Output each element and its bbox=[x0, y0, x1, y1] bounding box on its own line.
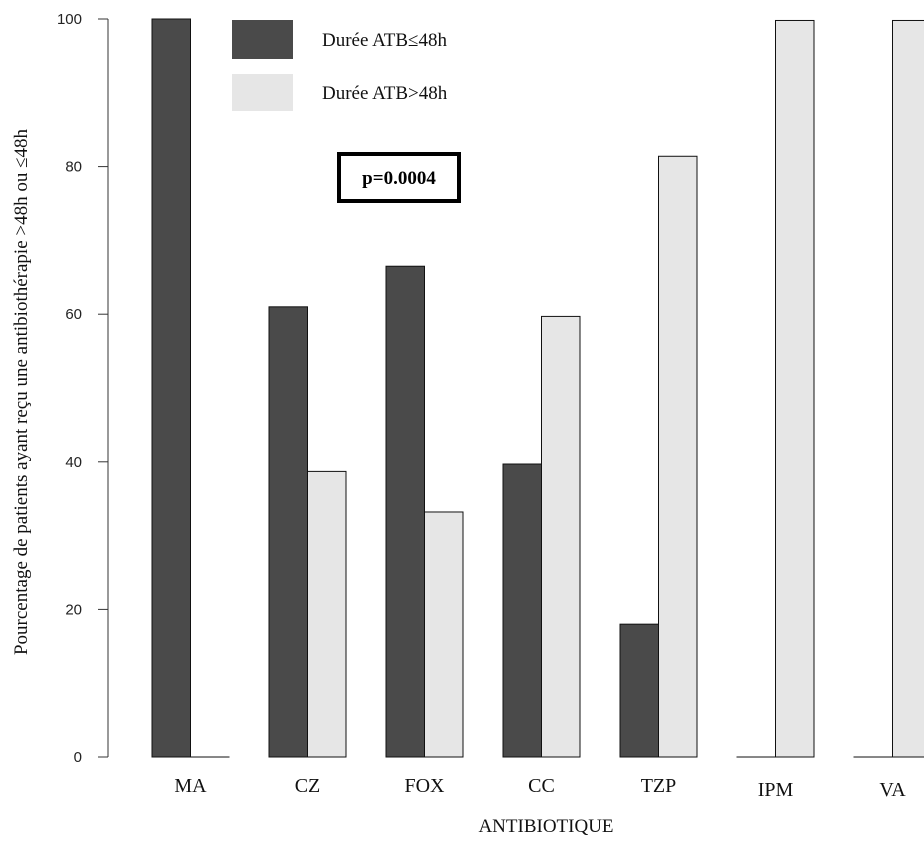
y-axis-title: Pourcentage de patients ayant reçu une a… bbox=[11, 128, 32, 655]
y-axis: 0 20 40 60 80 100 bbox=[57, 11, 109, 766]
legend-swatch-long bbox=[232, 74, 293, 111]
bar-fox-series-2 bbox=[424, 511, 464, 758]
y-tick-label: 60 bbox=[65, 306, 82, 323]
y-tick-label: 80 bbox=[65, 159, 82, 176]
bars bbox=[151, 18, 924, 758]
bar-tzp-series-1 bbox=[619, 623, 659, 758]
bar-fox-series-1 bbox=[385, 265, 425, 758]
p-value-box bbox=[337, 152, 461, 203]
legend-swatch-short bbox=[232, 20, 293, 59]
y-tick-label: 40 bbox=[65, 454, 82, 471]
bar-tzp-series-2 bbox=[658, 155, 698, 758]
y-tick-label: 0 bbox=[74, 749, 82, 766]
x-tick-label-ipm: IPM bbox=[758, 779, 794, 801]
bar-ma-series-1 bbox=[151, 18, 191, 758]
bar-cz-series-2 bbox=[307, 470, 347, 758]
x-axis-title: ANTIBIOTIQUE bbox=[478, 816, 613, 837]
x-tick-labels: MA CZ FOX CC TZP IPM VA bbox=[174, 775, 906, 801]
legend-label-long: Durée ATB>48h bbox=[322, 83, 448, 104]
x-tick-label-fox: FOX bbox=[404, 775, 445, 797]
bar-va-series-2 bbox=[892, 19, 924, 758]
x-tick-label-va: VA bbox=[879, 779, 906, 801]
bar-cc-series-1 bbox=[502, 463, 542, 758]
legend-label-short: Durée ATB≤48h bbox=[322, 30, 447, 51]
y-tick-label: 20 bbox=[65, 601, 82, 618]
y-tick-label: 100 bbox=[57, 11, 82, 28]
x-tick-label-cc: CC bbox=[528, 775, 555, 797]
p-value-text: p=0.0004 bbox=[362, 168, 436, 189]
bar-ipm-series-2 bbox=[775, 19, 815, 758]
p-value-annotation: p=0.0004 bbox=[337, 152, 461, 203]
legend: Durée ATB≤48h Durée ATB>48h bbox=[232, 20, 448, 111]
x-tick-label-ma: MA bbox=[174, 775, 207, 797]
bar-cz-series-1 bbox=[268, 306, 308, 758]
x-tick-label-cz: CZ bbox=[295, 775, 321, 797]
x-tick-label-tzp: TZP bbox=[641, 775, 677, 797]
bar-cc-series-2 bbox=[541, 315, 581, 758]
